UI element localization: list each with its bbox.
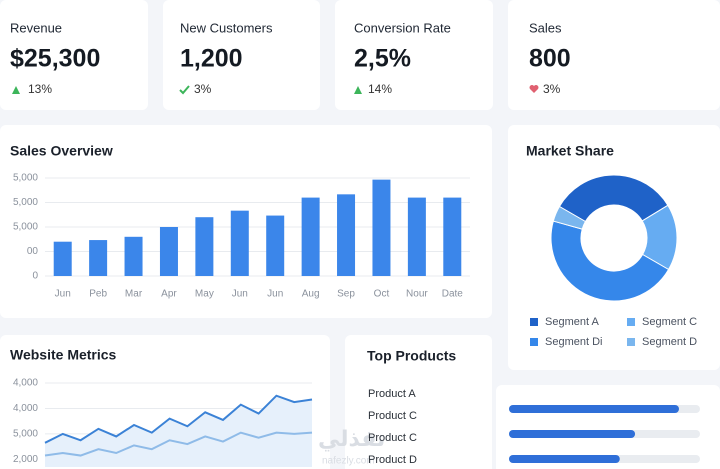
legend-label: Segment D bbox=[642, 336, 697, 348]
product-name: Product C bbox=[368, 410, 417, 422]
chart-title: Market Share bbox=[526, 143, 614, 159]
kpi-value: $25,300 bbox=[10, 45, 100, 73]
area bbox=[45, 395, 312, 467]
kpi-value: 800 bbox=[529, 45, 571, 73]
progress-bar bbox=[509, 430, 636, 438]
product-name: Product D bbox=[368, 454, 417, 466]
bar bbox=[159, 227, 178, 276]
bar bbox=[443, 197, 462, 276]
kpi-label: New Customers bbox=[180, 20, 273, 35]
legend-swatch bbox=[530, 318, 538, 326]
bar bbox=[230, 210, 249, 276]
kpi-value: 2,5% bbox=[354, 45, 411, 73]
legend-label: Segment Di bbox=[545, 336, 602, 348]
up-icon bbox=[354, 86, 362, 94]
progress-bar bbox=[509, 405, 679, 413]
y-tick-label: 5,000 bbox=[13, 222, 38, 233]
y-tick-label: 5,000 bbox=[13, 173, 38, 184]
donut-segment bbox=[552, 205, 587, 230]
donut-segment bbox=[550, 220, 670, 302]
kpi-label: Conversion Rate bbox=[354, 20, 451, 35]
y-tick-label: 0 bbox=[32, 271, 38, 282]
bar bbox=[124, 236, 143, 276]
chart-title: Top Products bbox=[367, 348, 456, 364]
legend-label: Segment C bbox=[642, 316, 697, 328]
kpi-card bbox=[0, 0, 148, 110]
kpi-value: 1,200 bbox=[180, 45, 243, 73]
x-tick-label: Peb bbox=[89, 289, 107, 300]
heart-icon bbox=[529, 85, 539, 93]
market-card bbox=[508, 125, 720, 370]
kpi-card bbox=[508, 0, 720, 110]
kpi-label: Revenue bbox=[10, 20, 62, 35]
kpi-label: Sales bbox=[529, 20, 562, 35]
bar bbox=[266, 215, 285, 276]
kpi-card bbox=[163, 0, 320, 110]
x-tick-label: Jun bbox=[55, 289, 71, 300]
kpi-change: 3% bbox=[543, 82, 561, 96]
bar bbox=[89, 240, 108, 276]
legend-label: Segment A bbox=[545, 316, 599, 328]
product-name: Product A bbox=[368, 388, 416, 400]
kpi-change: 13% bbox=[28, 82, 52, 96]
x-tick-label: Date bbox=[442, 289, 464, 300]
kpi-change: 3% bbox=[194, 82, 212, 96]
x-tick-label: Mar bbox=[125, 289, 143, 300]
product-name: Product C bbox=[368, 432, 417, 444]
x-tick-label: Oct bbox=[374, 289, 390, 300]
kpi-change: 14% bbox=[368, 82, 392, 96]
legend-swatch bbox=[627, 318, 635, 326]
line bbox=[44, 431, 313, 457]
legend-swatch bbox=[530, 338, 538, 346]
bar bbox=[372, 179, 391, 276]
x-tick-label: Sep bbox=[337, 289, 355, 300]
bar bbox=[195, 217, 214, 276]
y-tick-label: 2,000 bbox=[13, 454, 38, 465]
watermark: نفذلي bbox=[318, 426, 385, 452]
y-tick-label: 5,000 bbox=[13, 429, 38, 440]
x-tick-label: Apr bbox=[161, 289, 177, 300]
chart-title: Website Metrics bbox=[10, 347, 117, 363]
x-tick-label: May bbox=[195, 289, 214, 300]
products-card bbox=[345, 335, 492, 469]
check-icon bbox=[179, 85, 190, 95]
x-tick-label: Jun bbox=[232, 289, 248, 300]
chart-title: Sales Overview bbox=[10, 143, 113, 159]
bar bbox=[53, 241, 72, 276]
y-tick-label: 5,000 bbox=[13, 197, 38, 208]
donut-segment bbox=[558, 174, 669, 223]
legend-swatch bbox=[627, 338, 635, 346]
watermark: nafezly.com bbox=[322, 456, 375, 467]
up-icon bbox=[12, 86, 20, 94]
y-tick-label: 00 bbox=[27, 246, 39, 257]
x-tick-label: Nour bbox=[406, 289, 428, 300]
kpi-card bbox=[335, 0, 493, 110]
x-tick-label: Aug bbox=[302, 289, 320, 300]
y-tick-label: 4,000 bbox=[13, 403, 38, 414]
x-tick-label: Jun bbox=[267, 289, 283, 300]
bar bbox=[337, 194, 356, 276]
bar bbox=[407, 197, 426, 276]
bar bbox=[301, 197, 320, 276]
y-tick-label: 4,000 bbox=[13, 378, 38, 389]
progress-bar bbox=[509, 455, 620, 463]
line bbox=[44, 394, 313, 444]
